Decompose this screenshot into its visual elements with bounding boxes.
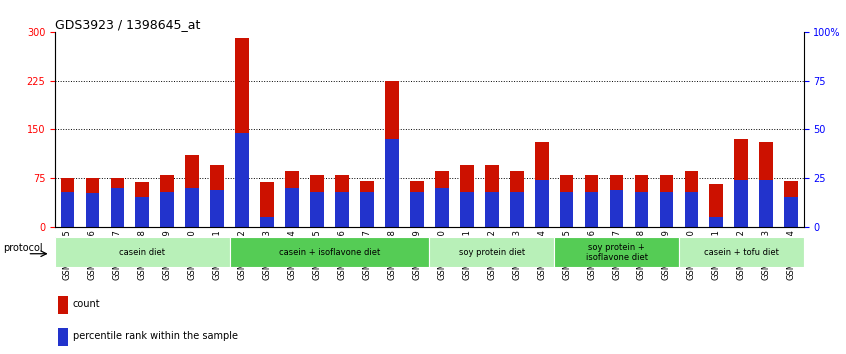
- Bar: [310, 192, 324, 227]
- Bar: [229, 237, 429, 267]
- Bar: [678, 237, 804, 267]
- Bar: [55, 237, 229, 267]
- Text: soy protein +
isoflavone diet: soy protein + isoflavone diet: [585, 242, 647, 262]
- Text: protocol: protocol: [3, 243, 42, 253]
- Bar: [684, 192, 698, 227]
- Bar: [410, 192, 424, 227]
- Bar: [710, 217, 723, 227]
- Bar: [261, 182, 274, 227]
- Bar: [804, 237, 846, 267]
- Bar: [535, 180, 548, 227]
- Bar: [235, 38, 249, 227]
- Bar: [61, 178, 74, 227]
- Bar: [385, 139, 398, 227]
- Bar: [760, 180, 773, 227]
- Bar: [360, 181, 374, 227]
- Bar: [285, 188, 299, 227]
- Text: casein + tofu diet: casein + tofu diet: [704, 248, 779, 257]
- Bar: [784, 198, 798, 227]
- Bar: [285, 171, 299, 227]
- Bar: [460, 192, 474, 227]
- Bar: [135, 182, 149, 227]
- Bar: [185, 188, 199, 227]
- Bar: [310, 175, 324, 227]
- Bar: [360, 192, 374, 227]
- Bar: [261, 217, 274, 227]
- Bar: [385, 80, 398, 227]
- Bar: [435, 171, 448, 227]
- Bar: [335, 192, 349, 227]
- Bar: [435, 188, 448, 227]
- Bar: [684, 171, 698, 227]
- Bar: [460, 165, 474, 227]
- Bar: [734, 180, 748, 227]
- Bar: [58, 328, 69, 346]
- Bar: [410, 181, 424, 227]
- Bar: [135, 198, 149, 227]
- Bar: [161, 192, 174, 227]
- Bar: [429, 237, 554, 267]
- Bar: [610, 175, 624, 227]
- Bar: [335, 175, 349, 227]
- Bar: [610, 190, 624, 227]
- Bar: [585, 175, 598, 227]
- Bar: [211, 165, 224, 227]
- Bar: [485, 165, 498, 227]
- Bar: [560, 192, 574, 227]
- Bar: [485, 192, 498, 227]
- Bar: [585, 192, 598, 227]
- Bar: [660, 175, 673, 227]
- Bar: [211, 190, 224, 227]
- Bar: [111, 178, 124, 227]
- Bar: [161, 175, 174, 227]
- Bar: [734, 139, 748, 227]
- Text: casein diet: casein diet: [119, 248, 165, 257]
- Bar: [660, 192, 673, 227]
- Bar: [510, 192, 524, 227]
- Bar: [560, 175, 574, 227]
- Bar: [510, 171, 524, 227]
- Bar: [185, 155, 199, 227]
- Bar: [235, 133, 249, 227]
- Text: soy protein diet: soy protein diet: [459, 248, 525, 257]
- Bar: [111, 188, 124, 227]
- Bar: [58, 296, 69, 314]
- Bar: [634, 175, 648, 227]
- Bar: [634, 192, 648, 227]
- Bar: [535, 142, 548, 227]
- Bar: [61, 192, 74, 227]
- Text: percentile rank within the sample: percentile rank within the sample: [73, 331, 238, 341]
- Text: GDS3923 / 1398645_at: GDS3923 / 1398645_at: [55, 18, 201, 31]
- Bar: [710, 184, 723, 227]
- Bar: [760, 142, 773, 227]
- Bar: [784, 181, 798, 227]
- Bar: [85, 193, 99, 227]
- Bar: [85, 178, 99, 227]
- Text: casein + isoflavone diet: casein + isoflavone diet: [279, 248, 380, 257]
- Bar: [554, 237, 678, 267]
- Text: count: count: [73, 299, 101, 309]
